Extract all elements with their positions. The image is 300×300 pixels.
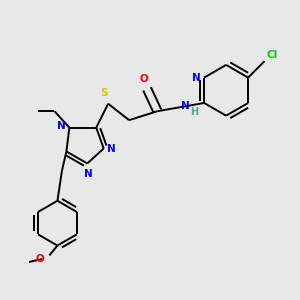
- Text: N: N: [192, 73, 201, 82]
- Text: S: S: [100, 88, 107, 98]
- Text: N: N: [181, 100, 190, 111]
- Text: N: N: [57, 121, 66, 131]
- Text: N: N: [107, 143, 116, 154]
- Text: N: N: [84, 169, 93, 179]
- Text: O: O: [35, 254, 44, 264]
- Text: O: O: [140, 74, 148, 84]
- Text: H: H: [190, 106, 198, 117]
- Text: Cl: Cl: [266, 50, 277, 60]
